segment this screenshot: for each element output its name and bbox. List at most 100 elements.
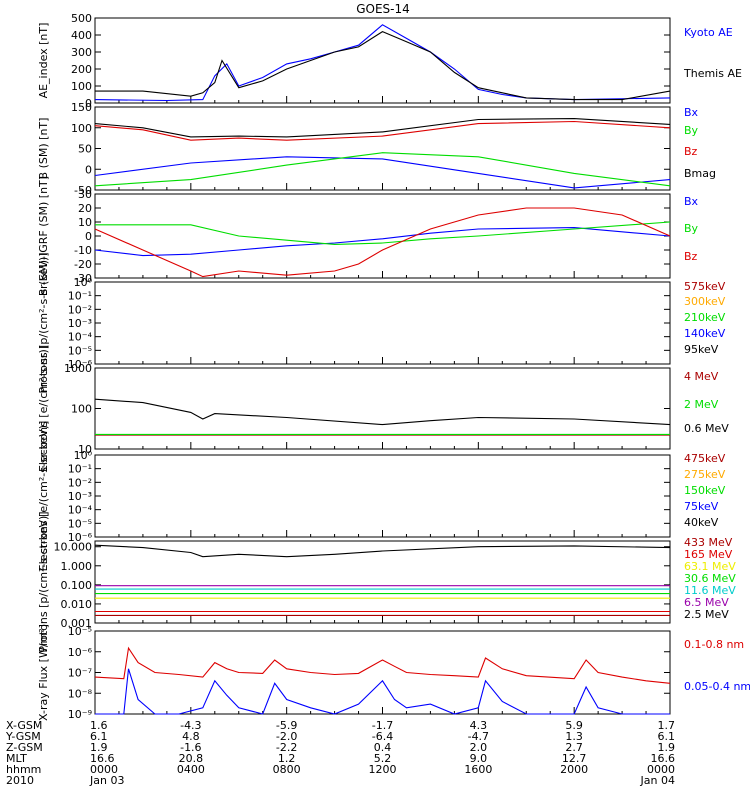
x-row-value: 0.4	[374, 741, 392, 754]
x-row-value: 1.9	[658, 741, 676, 754]
y-tick-label: -10	[74, 244, 92, 257]
y-tick-label: 0.010	[61, 598, 93, 611]
x-row-value: 6.1	[658, 730, 676, 743]
x-row-value: -4.7	[468, 730, 489, 743]
legend-entry: 30.6 MeV	[684, 572, 736, 585]
y-tick-label: 10⁰	[74, 449, 93, 462]
y-tick-label: 500	[71, 12, 92, 25]
panel-1: 0 100 200 300 400 500 AE_index [nT] Kyoto AE The…	[37, 12, 742, 110]
series-line-bx	[94, 156, 671, 189]
x-row-value: 9.0	[470, 752, 488, 765]
y-tick-label: 0	[85, 230, 92, 243]
y-tick-label: 10⁻⁵	[68, 517, 92, 530]
y-tick-label: 30	[78, 188, 92, 201]
x-row-value: 2.0	[470, 741, 488, 754]
y-tick-label: 0	[85, 97, 92, 110]
y-tick-label: 10⁻³	[68, 490, 92, 503]
legend-entry: By	[684, 124, 699, 137]
x-row-value: 12.7	[562, 752, 587, 765]
x-row-value: 6.1	[90, 730, 108, 743]
series-line-bz	[94, 207, 671, 278]
y-axis-label: Protons [p/(cm²-s-sr-keV)]	[37, 252, 50, 393]
legend-entry: 0.6 MeV	[684, 422, 729, 435]
panel-2: -50 0 50 100 150 B (SM) [nT] Bx By Bz Bmag	[37, 101, 716, 197]
y-tick-label: 300	[71, 46, 92, 59]
x-row-value: 2000	[560, 763, 588, 776]
legend-entry: 11.6 MeV	[684, 584, 736, 597]
series-line-bx	[94, 227, 671, 257]
legend-entry: 2.5 MeV	[684, 608, 729, 621]
y-tick-label: -20	[74, 258, 92, 271]
series-line-by	[94, 152, 671, 187]
series-line-bmag	[94, 118, 671, 138]
x-row-name: 2010	[6, 774, 34, 787]
x-row-value: -1.7	[372, 719, 393, 732]
y-tick-label: 10⁻⁸	[68, 687, 93, 700]
series-line-kyoto-ae	[94, 24, 671, 102]
x-row-value: 5.9	[565, 719, 583, 732]
y-tick-label: 10⁻³	[68, 317, 92, 330]
x-row-value: 4.8	[182, 730, 200, 743]
y-tick-label: 10.000	[54, 541, 93, 554]
series-line-themis-ae	[95, 30, 671, 101]
x-row-value: 1.9	[90, 741, 108, 754]
legend-entry: 6.5 MeV	[684, 596, 729, 609]
legend-entry: 475keV	[684, 452, 726, 465]
x-row-value: 2.7	[565, 741, 583, 754]
y-tick-label: 10⁻⁵	[68, 625, 92, 638]
x-row-value: Jan 03	[89, 774, 124, 787]
y-tick-label: 1.000	[61, 560, 93, 573]
y-tick-label: -30	[74, 272, 92, 285]
y-tick-label: 10⁻⁷	[68, 667, 92, 680]
y-tick-label: 10⁰	[74, 276, 93, 289]
y-tick-label: 10⁻²	[68, 303, 92, 316]
x-row-value: 1.3	[565, 730, 583, 743]
legend-entry: 210keV	[684, 311, 726, 324]
series-line-0-6-mev	[94, 398, 671, 426]
x-row-name: MLT	[6, 752, 27, 765]
legend-entry: 140keV	[684, 327, 726, 340]
x-row-value: -2.2	[276, 741, 297, 754]
y-tick-label: 10	[78, 216, 92, 229]
legend-entry: 40keV	[684, 516, 719, 529]
x-row-name: hhmm	[6, 763, 41, 776]
legend-entry: Bz	[684, 145, 698, 158]
legend-entry: 75keV	[684, 500, 719, 513]
y-axis-label: B (SM) [nT]	[37, 118, 50, 180]
series-line-0-05-0-4-nm	[95, 668, 670, 715]
y-tick-label: 150	[71, 101, 92, 114]
y-axis-label: B (SM)-IGRF (SM) [nT]	[37, 176, 50, 296]
y-axis-label: Electrons [e/(cm²-s-sr-keV)]	[37, 421, 50, 572]
legend-entry: By	[684, 222, 699, 235]
legend-entry: 0.1-0.8 nm	[684, 638, 744, 651]
x-row-value: 0000	[647, 763, 675, 776]
x-row-value: -2.0	[276, 730, 297, 743]
y-tick-label: 200	[71, 63, 92, 76]
legend-entry: Bx	[684, 106, 699, 119]
x-row-value: 1.6	[90, 719, 108, 732]
y-tick-label: 10⁻⁹	[68, 708, 92, 721]
figure-title: GOES-14	[356, 2, 410, 16]
panel-7: 0.001 0.010 0.100 1.000 10.000 Protons [p/(cm…	[37, 511, 736, 652]
y-tick-label: 10⁻⁴	[68, 331, 93, 344]
legend-entry: 63.1 MeV	[684, 560, 736, 573]
y-tick-label: 50	[78, 143, 92, 156]
legend-entry: 0.05-0.4 nm	[684, 680, 750, 693]
x-row-value: 1.2	[278, 752, 296, 765]
x-row-name: X-GSM	[6, 719, 42, 732]
x-row-value: -6.4	[372, 730, 393, 743]
x-row-value: 1.7	[658, 719, 676, 732]
x-row-value: 5.2	[374, 752, 392, 765]
x-row-value: 1600	[464, 763, 492, 776]
y-tick-label: 0.001	[61, 617, 93, 630]
x-row-value: 20.8	[179, 752, 204, 765]
x-row-value: 0000	[90, 763, 118, 776]
y-axis-label: Electrons [e/(cm²-s-sr)]	[37, 345, 50, 472]
y-axis-label: X-ray Flux [W/m²]	[37, 624, 50, 721]
y-tick-label: 10⁻⁶	[68, 646, 93, 659]
y-axis-label: Protons [p/(cm²-s-sr-keV)]	[37, 511, 50, 652]
panel-frame	[94, 367, 671, 450]
legend-entry: 575keV	[684, 280, 726, 293]
legend-entry: 4 MeV	[684, 370, 719, 383]
